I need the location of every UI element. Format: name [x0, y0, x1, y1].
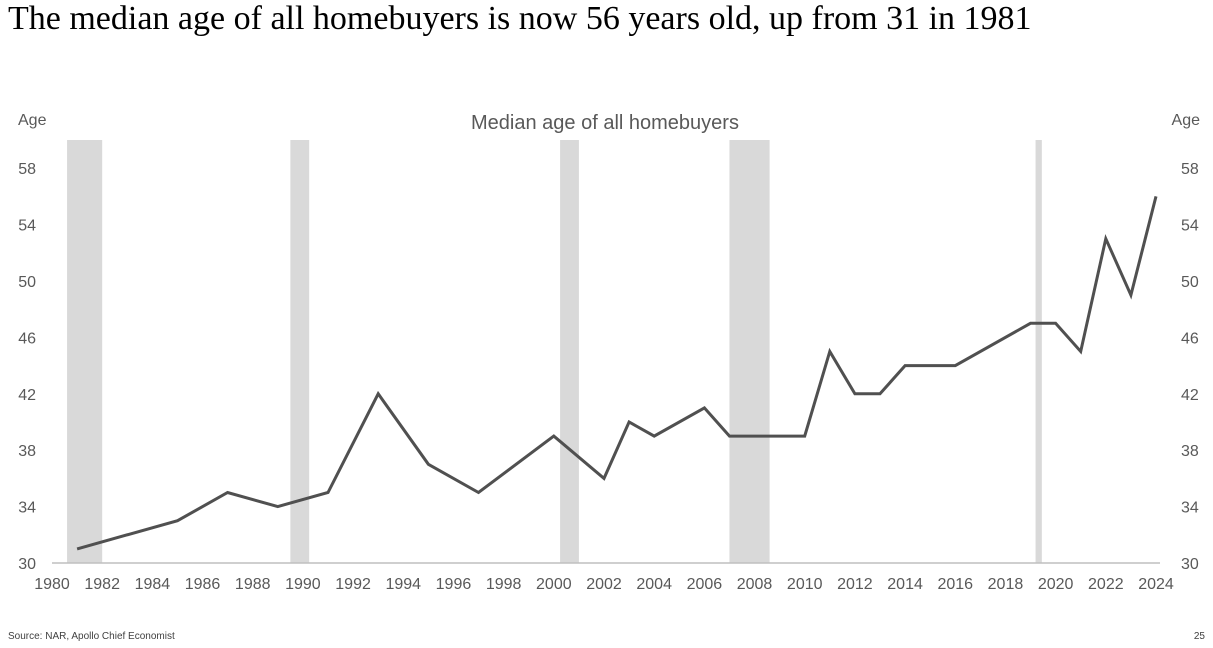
y-axis-label-right: Age [1172, 112, 1201, 129]
x-tick-label-1986: 1986 [185, 576, 221, 593]
x-tick-label-1982: 1982 [84, 576, 120, 593]
line-chart: Median age of all homebuyers Age Age 30 3… [18, 112, 1201, 593]
y-tick-label-right-30: 30 [1181, 556, 1199, 573]
x-tick-label-1990: 1990 [285, 576, 321, 593]
x-tick-label-2020: 2020 [1038, 576, 1074, 593]
y-tick-label-right-46: 46 [1181, 330, 1199, 347]
x-tick-label-2004: 2004 [636, 576, 672, 593]
recession-shading-1 [67, 140, 103, 563]
y-tick-label-right-38: 38 [1181, 443, 1199, 460]
series-layer [76, 196, 1158, 551]
recession-shading-3 [560, 140, 579, 563]
recession-shading-5 [1035, 140, 1042, 563]
x-tick-labels: 1980 1982 1984 1986 1988 1990 1992 1994 1996 1998… [34, 576, 1174, 593]
recession-shading-2 [290, 140, 310, 563]
y-tick-label-left-30: 30 [18, 556, 36, 573]
recession-shading-4 [729, 140, 770, 563]
y-tick-label-left-42: 42 [18, 387, 36, 404]
chart-container: Median age of all homebuyers Age Age 30 3… [0, 100, 1213, 600]
y-tick-labels: 30 30 34 34 38 38 42 42 46 46 50 50 54 54 58 58 [18, 161, 1199, 573]
y-tick-label-right-42: 42 [1181, 387, 1199, 404]
page-number: 25 [1193, 631, 1205, 642]
chart-title: Median age of all homebuyers [471, 112, 739, 134]
x-tick-label-1980: 1980 [34, 576, 70, 593]
x-tick-label-1994: 1994 [385, 576, 421, 593]
x-tick-label-1992: 1992 [335, 576, 371, 593]
y-tick-label-left-54: 54 [18, 218, 36, 235]
x-tick-label-2012: 2012 [837, 576, 873, 593]
x-tick-label-2024: 2024 [1138, 576, 1174, 593]
x-tick-label-2014: 2014 [887, 576, 923, 593]
y-tick-label-left-50: 50 [18, 274, 36, 291]
x-tick-label-1998: 1998 [486, 576, 522, 593]
y-tick-label-left-34: 34 [18, 500, 36, 517]
x-tick-label-1984: 1984 [135, 576, 171, 593]
source-note: Source: NAR, Apollo Chief Economist [8, 631, 175, 642]
y-tick-label-left-38: 38 [18, 443, 36, 460]
y-tick-label-right-34: 34 [1181, 500, 1199, 517]
recession-shading-layer [67, 140, 1042, 563]
x-tick-label-1988: 1988 [235, 576, 271, 593]
slide-headline: The median age of all homebuyers is now … [8, 0, 1032, 37]
x-tick-label-2002: 2002 [586, 576, 622, 593]
x-tick-label-1996: 1996 [436, 576, 472, 593]
x-tick-label-2022: 2022 [1088, 576, 1124, 593]
x-tick-label-2008: 2008 [737, 576, 773, 593]
y-tick-label-right-54: 54 [1181, 218, 1199, 235]
y-axis-label-left: Age [18, 112, 47, 129]
x-tick-label-2010: 2010 [787, 576, 823, 593]
y-tick-label-left-46: 46 [18, 330, 36, 347]
series-line-1 [76, 196, 1158, 551]
x-tick-label-2000: 2000 [536, 576, 572, 593]
y-tick-label-left-58: 58 [18, 161, 36, 178]
y-tick-label-right-50: 50 [1181, 274, 1199, 291]
x-tick-label-2018: 2018 [988, 576, 1024, 593]
y-tick-label-right-58: 58 [1181, 161, 1199, 178]
x-tick-label-2016: 2016 [937, 576, 973, 593]
x-tick-label-2006: 2006 [687, 576, 723, 593]
